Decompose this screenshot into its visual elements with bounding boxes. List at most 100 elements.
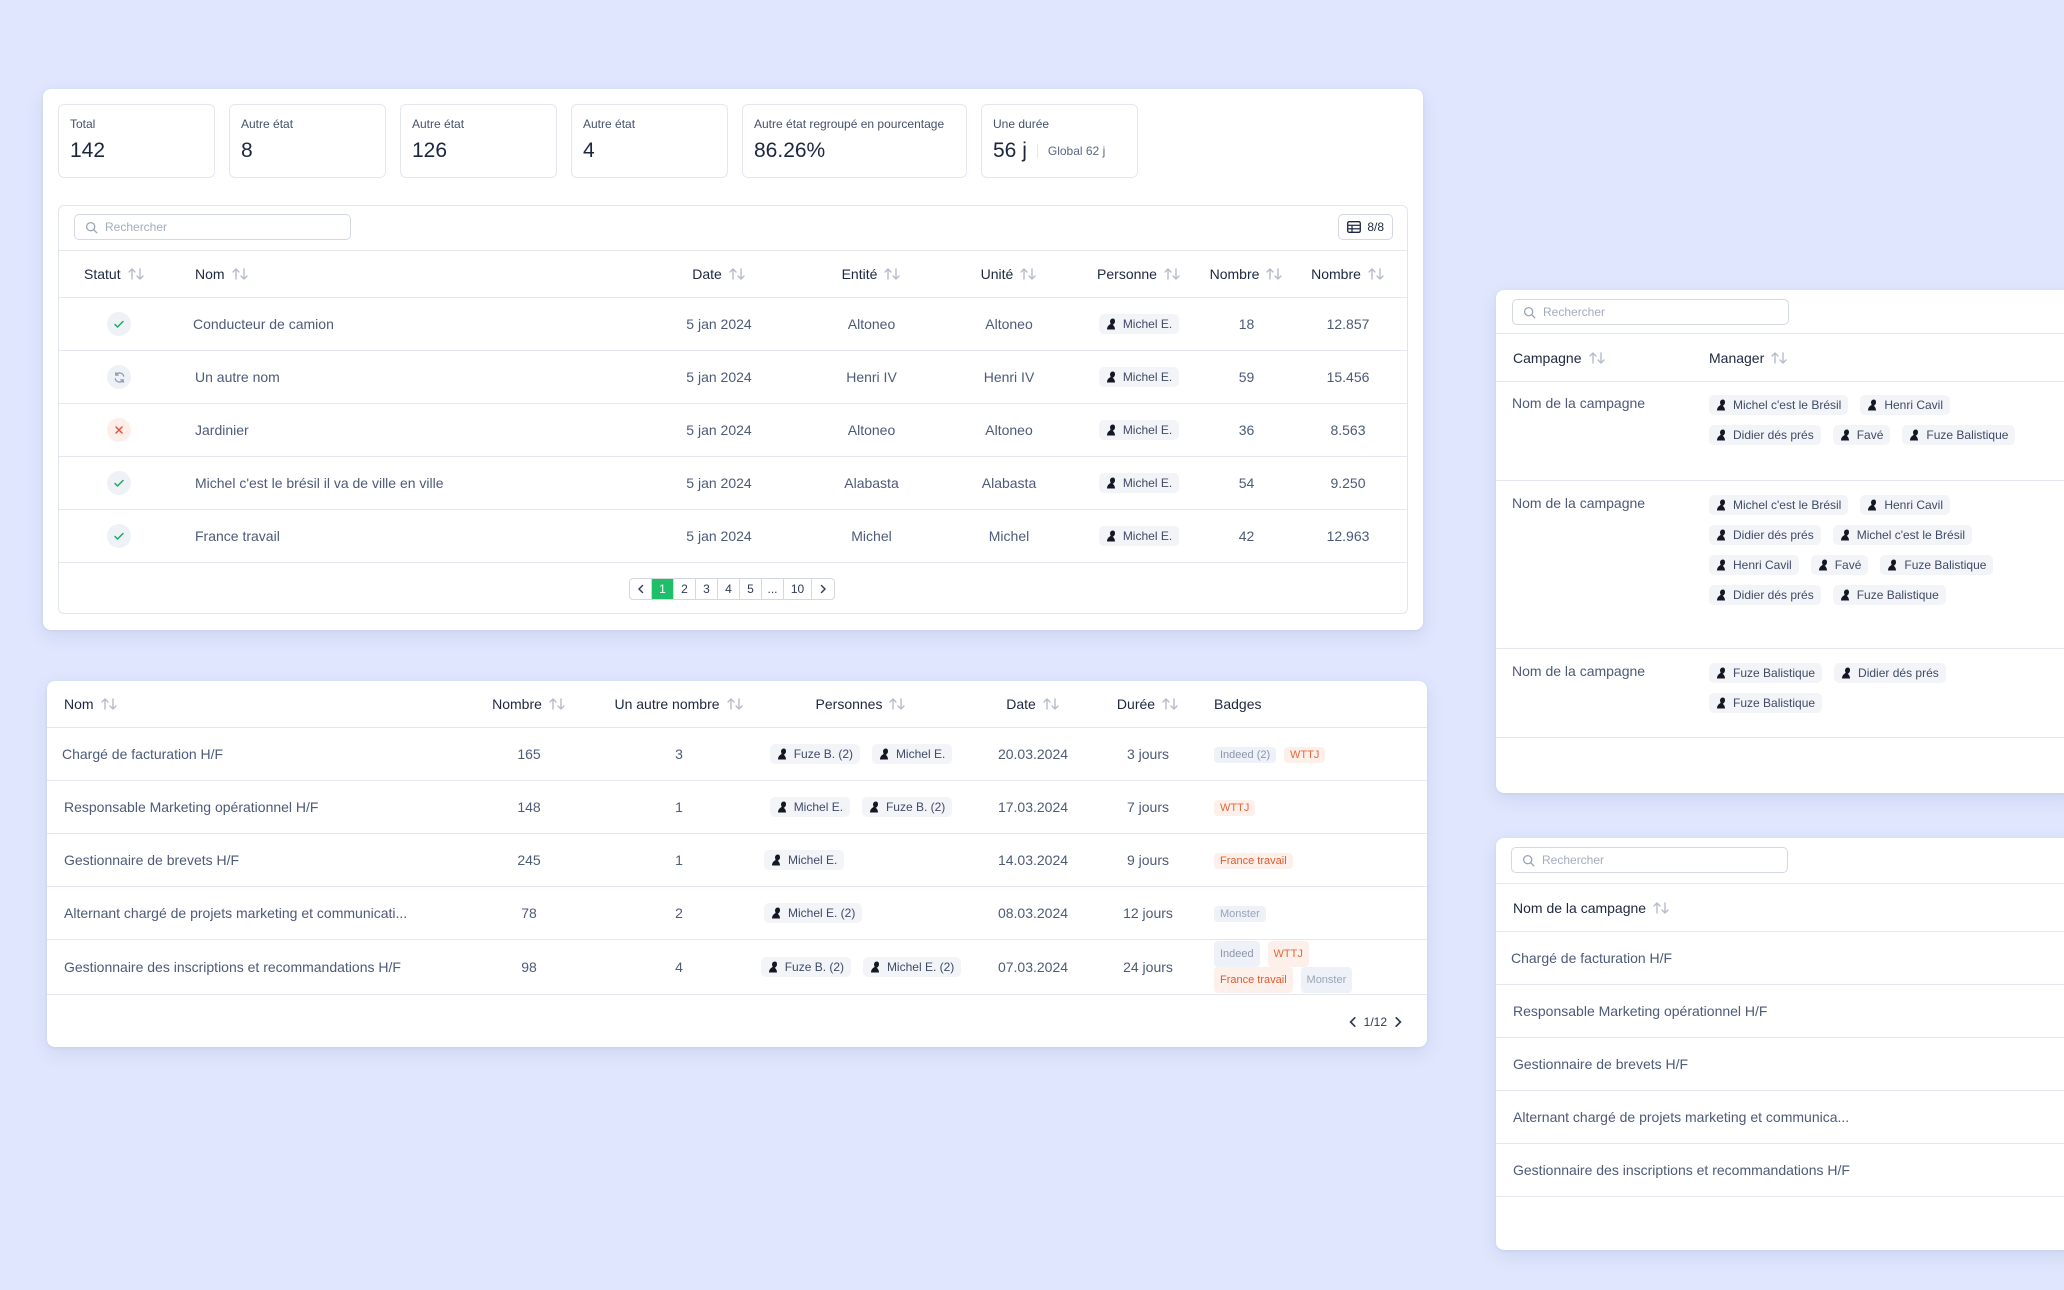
table-row[interactable]: Conducteur de camion 5 jan 2024 Altoneo … [59,298,1407,351]
col-header-campagne[interactable]: Campagne [1513,350,1709,366]
person-chip[interactable]: Fuze B. (2) [769,743,861,764]
table-row[interactable]: Nom de la campagne Michel c'est le Brési… [1496,481,2064,649]
col-header-personnes[interactable]: Personnes [754,681,968,727]
table-row[interactable]: Michel c'est le brésil il va de ville en… [59,457,1407,510]
person-chip[interactable]: Michel E. (2) [862,956,962,977]
person-chip[interactable]: Michel E. [1098,367,1180,387]
sort-icon[interactable] [888,696,906,712]
col-header-date[interactable]: Date [639,251,799,298]
col-header-manager[interactable]: Manager [1709,350,1788,366]
manager-chip[interactable]: Henri Cavil [1860,495,1951,515]
manager-chip[interactable]: Didier dés prés [1709,525,1821,545]
table-row[interactable]: Chargé de facturation H/F 165 3 Fuze B. … [47,727,1427,780]
page-button-4[interactable]: 4 [718,579,740,599]
person-chip[interactable]: Michel E. [764,849,845,870]
col-header-statut[interactable]: Statut [59,251,179,298]
manager-chip[interactable]: Favé [1810,555,1869,575]
table-row[interactable]: France travail 5 jan 2024 Michel Michel … [59,510,1407,563]
search-field[interactable] [1511,847,1788,873]
search-input[interactable] [105,220,317,234]
sort-icon[interactable] [100,696,118,712]
table-row[interactable]: Un autre nom 5 jan 2024 Henri IV Henri I… [59,351,1407,404]
person-chip[interactable]: Michel E. (2) [764,902,863,923]
sort-icon[interactable] [1367,266,1385,282]
sort-icon[interactable] [231,266,249,282]
page-button-1[interactable]: 1 [652,579,674,599]
table-row[interactable]: Responsable Marketing opérationnel H/F 1… [47,780,1427,833]
manager-chip[interactable]: Didier dés prés [1709,585,1821,605]
manager-chip[interactable]: Fuze Balistique [1709,663,1823,683]
manager-chip[interactable]: Henri Cavil [1860,395,1951,415]
col-header-autre-nombre[interactable]: Un autre nombre [604,681,754,727]
person-chip[interactable]: Fuze B. (2) [760,956,852,977]
manager-chip[interactable]: Fuze Balistique [1902,425,2016,445]
col-header-nom-campagne[interactable]: Nom de la campagne [1513,900,1670,916]
page-button-5[interactable]: 5 [740,579,762,599]
col-header-personne[interactable]: Personne [1074,251,1204,298]
list-item[interactable]: Responsable Marketing opérationnel H/F [1496,984,2064,1038]
manager-chip[interactable]: Fuze Balistique [1832,585,1946,605]
search-field[interactable] [1512,299,1789,325]
person-chip[interactable]: Michel E. [1098,420,1180,440]
sort-icon[interactable] [726,696,744,712]
manager-chip[interactable]: Didier dés prés [1834,663,1946,683]
manager-chip[interactable]: Fuze Balistique [1880,555,1994,575]
manager-chip[interactable]: Didier dés prés [1709,425,1821,445]
col-header-nombre-2[interactable]: Nombre [1289,251,1407,298]
list-item[interactable]: Gestionnaire de brevets H/F [1496,1037,2064,1091]
table-row[interactable]: Gestionnaire des inscriptions et recomma… [47,939,1427,994]
chevron-right-icon[interactable] [1393,1016,1403,1028]
person-chip[interactable]: Michel E. [871,743,953,764]
search-input[interactable] [1542,853,1754,867]
sort-icon[interactable] [1042,696,1060,712]
person-chip[interactable]: Michel E. [1098,473,1180,493]
prev-page-button[interactable] [630,579,652,599]
chevron-left-icon[interactable] [1348,1016,1358,1028]
sort-icon[interactable] [127,266,145,282]
list-item[interactable]: Chargé de facturation H/F [1496,931,2064,985]
page-button-10[interactable]: 10 [784,579,812,599]
columns-button[interactable]: 8/8 [1338,214,1393,240]
table-row[interactable]: Jardinier 5 jan 2024 Altoneo Altoneo Mic… [59,404,1407,457]
kpi-label: Autre état [583,117,636,131]
next-page-button[interactable] [812,579,834,599]
search-input[interactable] [1543,305,1755,319]
col-header-nombre[interactable]: Nombre [454,681,604,727]
manager-chip[interactable]: Henri Cavil [1709,555,1799,575]
table-row[interactable]: Gestionnaire de brevets H/F 245 1 Michel… [47,833,1427,886]
person-chip[interactable]: Michel E. [1098,314,1180,334]
col-header-nom[interactable]: Nom [179,251,639,298]
col-header-duree[interactable]: Durée [1098,681,1198,727]
table-row[interactable]: Alternant chargé de projets marketing et… [47,886,1427,939]
page-button-2[interactable]: 2 [674,579,696,599]
col-header-nom[interactable]: Nom [47,681,454,727]
person-chip[interactable]: Michel E. [769,796,851,817]
person-chip[interactable]: Fuze B. (2) [861,796,953,817]
table-row[interactable]: Nom de la campagne Fuze Balistique Didie… [1496,649,2064,738]
sort-icon[interactable] [1163,266,1181,282]
manager-chip[interactable]: Favé [1832,425,1891,445]
manager-chip[interactable]: Fuze Balistique [1709,693,1823,713]
sort-icon[interactable] [548,696,566,712]
sort-icon[interactable] [1265,266,1283,282]
col-header-nombre-1[interactable]: Nombre [1204,251,1289,298]
manager-chip[interactable]: Michel c'est le Brésil [1709,395,1849,415]
sort-icon[interactable] [1770,350,1788,366]
list-item[interactable]: Alternant chargé de projets marketing et… [1496,1090,2064,1144]
sort-icon[interactable] [883,266,901,282]
table-row[interactable]: Nom de la campagne Michel c'est le Brési… [1496,381,2064,481]
manager-chip[interactable]: Michel c'est le Brésil [1832,525,1973,545]
sort-icon[interactable] [728,266,746,282]
sort-icon[interactable] [1161,696,1179,712]
list-item[interactable]: Gestionnaire des inscriptions et recomma… [1496,1143,2064,1197]
page-button-3[interactable]: 3 [696,579,718,599]
sort-icon[interactable] [1019,266,1037,282]
search-field[interactable] [74,214,351,240]
manager-chip[interactable]: Michel c'est le Brésil [1709,495,1849,515]
sort-icon[interactable] [1652,900,1670,916]
col-header-date[interactable]: Date [968,681,1098,727]
col-header-unite[interactable]: Unité [944,251,1074,298]
col-header-entite[interactable]: Entité [799,251,944,298]
sort-icon[interactable] [1588,350,1606,366]
person-chip[interactable]: Michel E. [1098,526,1180,546]
